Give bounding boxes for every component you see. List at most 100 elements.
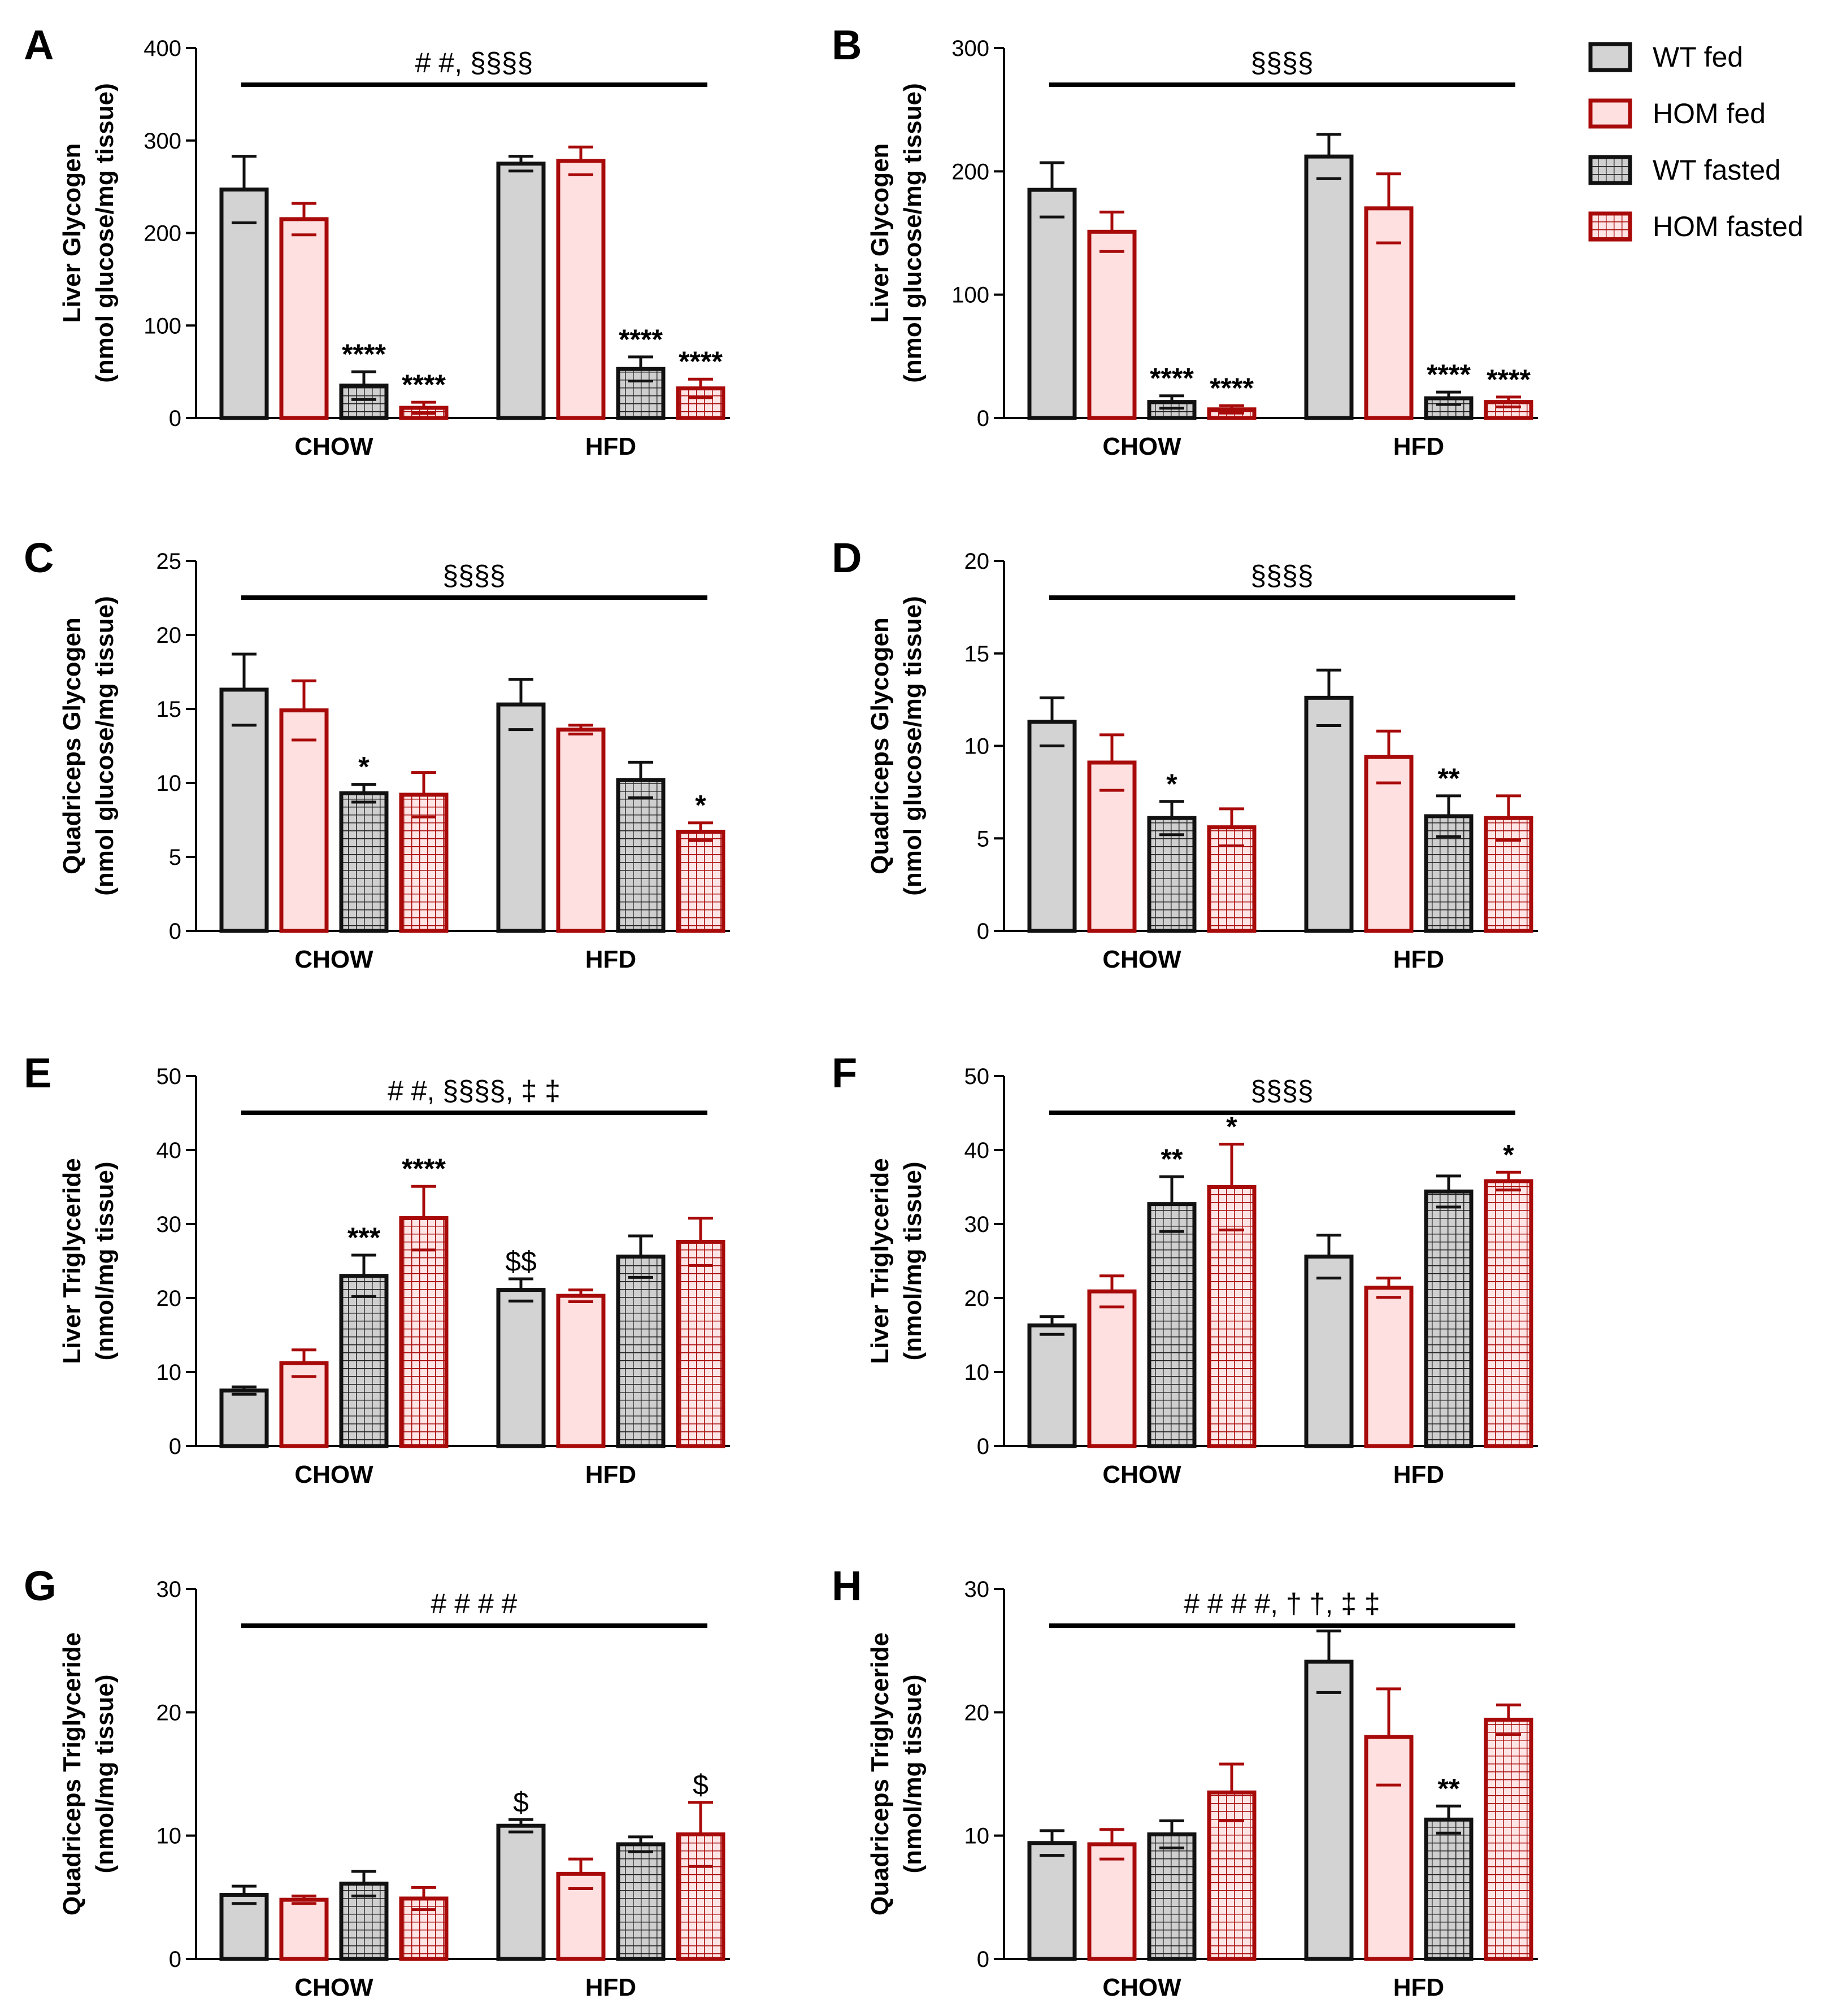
- legend-swatch: [1588, 98, 1632, 129]
- bar: [556, 1294, 606, 1448]
- y-tick-label: 30: [964, 1577, 990, 1602]
- bar: [1484, 1717, 1533, 1961]
- x-category-label: CHOW: [294, 946, 373, 973]
- x-category-label: HFD: [585, 1461, 636, 1488]
- y-axis-label: Quadriceps Triglyceride: [866, 1632, 894, 1915]
- y-tick-label: 0: [169, 1947, 181, 1972]
- y-axis-label: (nmol glucose/mg tissue): [91, 596, 119, 896]
- bar: [556, 728, 606, 933]
- bar: [616, 1255, 666, 1448]
- bar: [339, 1274, 389, 1448]
- bar: [219, 687, 269, 933]
- bar: [1147, 1202, 1197, 1448]
- bar: [496, 162, 546, 420]
- significance-mark: **: [1438, 1773, 1460, 1804]
- y-tick-label: 15: [964, 642, 990, 667]
- significance-mark: $: [513, 1786, 529, 1818]
- y-tick-label: 20: [964, 549, 990, 574]
- bar: [1087, 1842, 1137, 1961]
- y-tick-label: 5: [977, 826, 989, 851]
- y-tick-label: 400: [144, 36, 181, 61]
- bar: [1147, 400, 1197, 420]
- bar: [279, 1897, 329, 1961]
- bar: [556, 1871, 606, 1961]
- y-tick-label: 200: [144, 221, 181, 246]
- panel-label: D: [832, 534, 862, 581]
- x-category-label: HFD: [585, 1974, 636, 2001]
- significance-mark: ****: [619, 324, 663, 355]
- legend-label: WT fasted: [1653, 154, 1781, 186]
- bar: [496, 1288, 546, 1448]
- x-category-label: CHOW: [294, 433, 373, 460]
- legend-label: WT fed: [1653, 41, 1743, 73]
- y-axis-label: (nmol/mg tissue): [899, 1674, 927, 1873]
- y-tick-label: 30: [964, 1212, 990, 1237]
- bar: [496, 702, 546, 933]
- y-tick-label: 300: [144, 129, 181, 154]
- significance-mark: $$: [505, 1246, 537, 1277]
- y-tick-label: 100: [951, 283, 989, 308]
- bar: [616, 1842, 666, 1961]
- y-axis-label: (nmol glucose/mg tissue): [91, 83, 119, 383]
- bar: [1424, 814, 1474, 933]
- y-axis-label: Quadriceps Triglyceride: [58, 1632, 86, 1915]
- y-tick-label: 10: [964, 734, 990, 759]
- y-tick-label: 30: [157, 1577, 182, 1602]
- bar: [1207, 1185, 1257, 1448]
- bar: [1027, 720, 1077, 933]
- x-category-label: HFD: [585, 946, 636, 973]
- bar: [339, 384, 389, 420]
- bar: [1424, 396, 1474, 420]
- bar: [1364, 1735, 1414, 1961]
- legend: WT fed HOM fed WT fasted HOM fasted: [1588, 41, 1803, 242]
- y-tick-label: 0: [977, 919, 989, 944]
- panel-label: G: [24, 1562, 57, 1609]
- bar: [1364, 206, 1414, 420]
- significance-mark: *: [358, 751, 370, 783]
- y-tick-label: 40: [157, 1138, 182, 1163]
- panel-c: C Quadriceps Glycogen (nmol glucose/mg tis…: [24, 534, 730, 973]
- significance-mark: ****: [1150, 363, 1194, 394]
- y-tick-label: 0: [977, 406, 989, 431]
- y-tick-label: 10: [964, 1360, 990, 1385]
- bar: [1027, 1841, 1077, 1961]
- significance-mark: *: [1166, 768, 1177, 800]
- y-tick-label: 100: [144, 313, 181, 338]
- panel-d: D Quadriceps Glycogen (nmol glucose/mg tis…: [832, 534, 1538, 973]
- panel-e: E Liver Triglyceride (nmol/mg tissue) 0 10 20…: [24, 1050, 730, 1488]
- y-tick-label: 40: [964, 1138, 990, 1163]
- y-tick-label: 10: [157, 1824, 182, 1849]
- significance-annotation: # #, §§§§, ‡ ‡: [388, 1075, 560, 1107]
- x-category-label: CHOW: [1102, 946, 1181, 973]
- x-category-label: HFD: [585, 433, 636, 460]
- y-tick-label: 5: [169, 845, 181, 870]
- bar: [616, 367, 666, 420]
- bar: [676, 1832, 725, 1961]
- significance-annotation: # #, §§§§: [415, 47, 533, 79]
- significance-annotation: # # # #: [431, 1588, 518, 1619]
- x-category-label: HFD: [1393, 433, 1444, 460]
- y-axis-label: Liver Glycogen: [866, 143, 894, 323]
- x-category-label: HFD: [1393, 1461, 1444, 1488]
- x-category-label: CHOW: [294, 1461, 373, 1488]
- y-tick-label: 15: [157, 697, 182, 722]
- y-tick-label: 0: [977, 1947, 989, 1972]
- bar: [616, 778, 666, 933]
- bar: [1484, 400, 1533, 420]
- significance-mark: $: [693, 1769, 709, 1801]
- x-category-label: CHOW: [1102, 1461, 1181, 1488]
- bar: [1424, 1817, 1474, 1961]
- bar: [676, 829, 725, 933]
- significance-mark: ****: [342, 338, 386, 370]
- y-tick-label: 20: [157, 1700, 182, 1725]
- y-tick-label: 50: [964, 1064, 990, 1089]
- significance-annotation: §§§§: [442, 560, 505, 591]
- x-category-label: CHOW: [294, 1974, 373, 2001]
- y-tick-label: 0: [977, 1434, 989, 1459]
- x-category-label: CHOW: [1102, 433, 1181, 460]
- bar: [399, 793, 449, 933]
- legend-swatch: [1588, 211, 1632, 242]
